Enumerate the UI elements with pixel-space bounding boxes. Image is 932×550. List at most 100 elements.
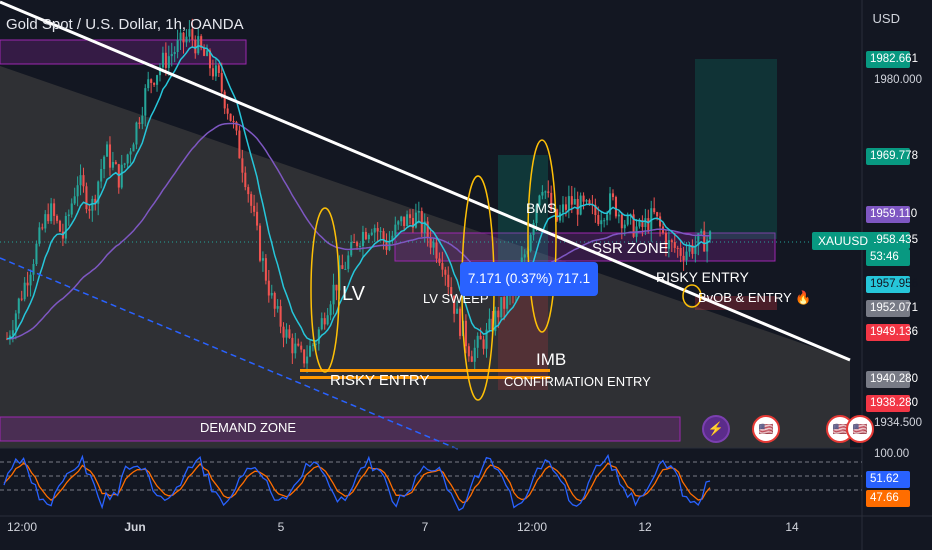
candle-body [161, 52, 164, 68]
candle-body [91, 198, 94, 211]
candle-body [364, 231, 367, 240]
lv-ellipse [310, 207, 340, 373]
candle-body [326, 315, 329, 325]
candle-body [123, 163, 126, 165]
candle-body [23, 282, 26, 300]
candle-body [317, 329, 320, 344]
us-flag-icon[interactable]: 🇺🇸 [752, 415, 780, 443]
candle-body [488, 318, 491, 330]
candle-body [279, 306, 282, 327]
candle-body [582, 195, 585, 202]
candle-body [214, 65, 217, 77]
candle-body [156, 75, 159, 85]
candle-body [158, 67, 162, 76]
price-label-ema-fast: 1957.956 [866, 276, 918, 293]
entry-ellipse [682, 284, 702, 308]
candle-body [241, 158, 244, 173]
candle-body [470, 356, 473, 362]
candle-body [547, 191, 550, 193]
candle-body [100, 169, 103, 182]
candle-body [247, 187, 250, 195]
candle-body [482, 339, 485, 349]
candle-body [353, 241, 356, 243]
candle-body [620, 214, 623, 229]
candle-body [126, 154, 129, 164]
candle-body [679, 248, 682, 256]
price-tick: 1934.500 [874, 417, 922, 429]
candle-body [394, 224, 397, 236]
lightning-icon[interactable]: ⚡ [702, 415, 730, 443]
candle-body [614, 197, 617, 217]
candle-body [114, 162, 117, 165]
candle-body [426, 221, 429, 238]
candle-body [106, 144, 109, 157]
stoch-k-line [3, 453, 711, 512]
price-tick: 1980.000 [874, 74, 922, 86]
candle-body [473, 347, 476, 362]
candle-body [397, 221, 400, 225]
candle-body [623, 224, 626, 229]
candle-body [576, 198, 579, 215]
candle-body [311, 344, 314, 346]
candle-body [94, 198, 97, 204]
candle-body [217, 65, 220, 74]
candle-body [414, 212, 417, 228]
candle-body [685, 251, 688, 261]
candle-body [17, 298, 20, 314]
candle-body [529, 234, 532, 251]
candle-body [141, 115, 144, 124]
time-tick: 14 [785, 520, 799, 534]
candle-body [561, 204, 565, 213]
time-tick: Jun [124, 520, 146, 534]
candle-body [464, 320, 467, 347]
candle-body [691, 245, 694, 254]
candle-body [603, 220, 606, 222]
symbol-title[interactable]: Gold Spot / U.S. Dollar, 1h, OANDA [6, 16, 244, 33]
dashed-channel-line[interactable] [0, 257, 461, 451]
demand-zone-box [0, 416, 681, 442]
candle-body [400, 216, 403, 222]
candle-body [359, 245, 362, 247]
descending-trendline[interactable] [0, 0, 851, 362]
candle-body [329, 304, 332, 316]
candle-body [450, 287, 453, 296]
candle-body [588, 200, 591, 205]
lv-label: LV [342, 283, 365, 305]
long-position-risk-2 [695, 296, 777, 310]
currency-label[interactable]: USD [872, 11, 900, 26]
candle-body [532, 223, 535, 235]
candle-body [261, 258, 264, 261]
candle-body [550, 192, 553, 210]
candle-body [609, 193, 612, 215]
candle-body [664, 232, 667, 249]
candle-body [188, 29, 191, 37]
candle-body [617, 214, 620, 217]
candle-body [182, 32, 185, 43]
candle-body [50, 203, 53, 222]
candle-body [673, 242, 676, 248]
candle-body [479, 335, 482, 340]
candle-body [73, 196, 76, 204]
candle-body [306, 356, 309, 364]
measure-tooltip[interactable]: 7.171 (0.37%) 717.1 [460, 262, 598, 296]
candle-body [147, 79, 150, 89]
candle-body [626, 215, 629, 225]
candle-body [76, 185, 79, 197]
candle-body [597, 215, 600, 225]
candle-body [194, 39, 197, 54]
candle-body [567, 196, 570, 210]
ssr-zone-label: SSR ZONE [592, 240, 669, 257]
candle-body [459, 308, 462, 336]
candle-body [653, 208, 656, 213]
candle-body [238, 130, 241, 159]
time-tick: 12:00 [516, 520, 548, 534]
candle-body [303, 349, 306, 364]
us-flag-icon[interactable]: 🇺🇸 [846, 415, 874, 443]
bms-ellipse [527, 139, 557, 333]
price-label-sl-2: 1938.280 [866, 395, 918, 412]
candle-body [208, 50, 212, 69]
risky-entry-label-2: RISKY ENTRY [656, 269, 749, 285]
candle-body [435, 242, 438, 259]
